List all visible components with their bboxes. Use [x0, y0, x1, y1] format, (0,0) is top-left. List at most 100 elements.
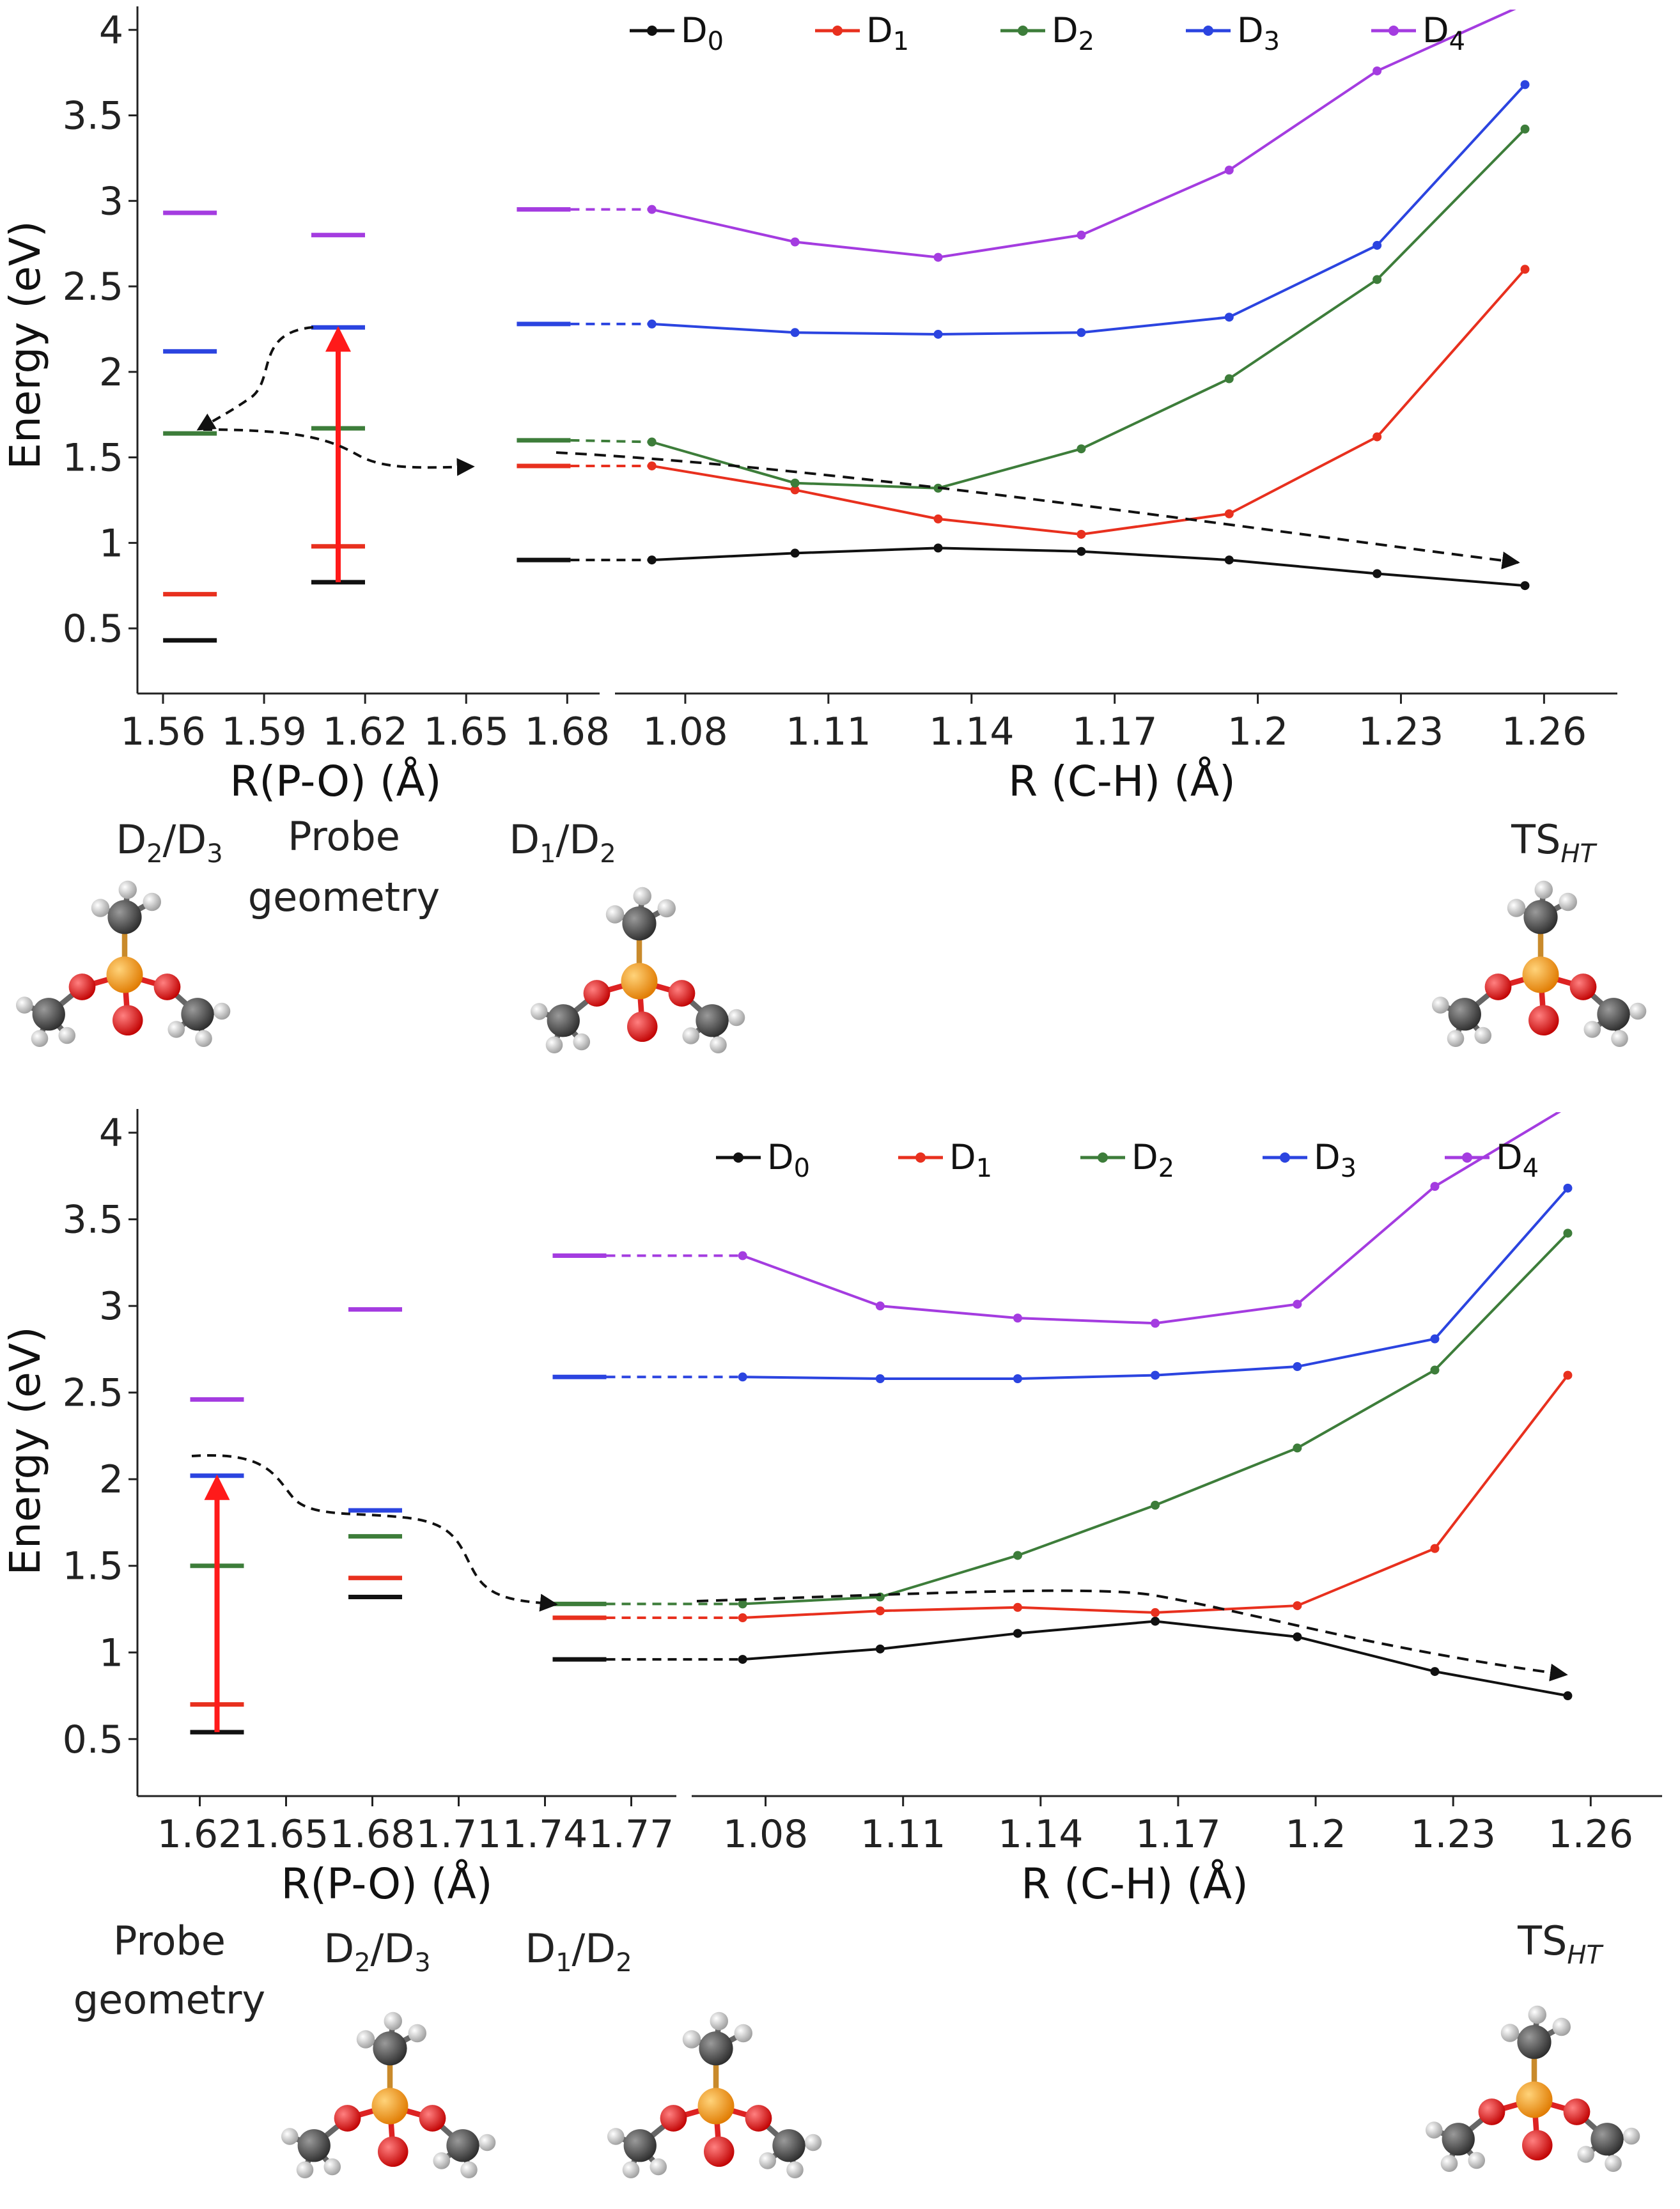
point-d2	[647, 437, 657, 447]
hydrogen-atom	[1629, 1002, 1647, 1020]
point-d3	[1077, 328, 1086, 337]
point-d4	[1430, 1182, 1440, 1191]
legend-marker-d3	[1280, 1152, 1290, 1163]
y-tick-label: 1.5	[63, 1544, 123, 1589]
bottom-y-axis-label: Energy (eV)	[1, 1326, 50, 1575]
hydrogen-atom	[195, 1030, 212, 1048]
hydrogen-atom	[478, 2134, 496, 2151]
legend-marker-d2	[1098, 1152, 1108, 1163]
point-d0	[1151, 1616, 1160, 1626]
point-d0	[1013, 1629, 1022, 1638]
oxygen-atom	[1484, 973, 1512, 1000]
left-x-tick-label: 1.68	[525, 709, 611, 754]
hydrogen-atom	[323, 2158, 341, 2176]
right-x-tick-label: 1.2	[1227, 709, 1288, 754]
molecule-bottom-d1-d2	[607, 2011, 822, 2179]
hydrogen-atom	[1528, 2005, 1546, 2024]
top-chart-axes: 0.5 1 1.5 2 2.5 3 3.5 4 1.56 1.59 1.62 1.65 1.68 1.08…	[63, 6, 1617, 754]
point-d4	[933, 252, 943, 262]
carbon-atom	[696, 1004, 729, 1037]
hydrogen-atom	[1440, 2155, 1458, 2173]
oxygen-atom	[583, 980, 611, 1007]
point-d3	[1224, 313, 1234, 322]
legend-marker-d1	[832, 26, 843, 36]
hydrogen-atom	[804, 2134, 822, 2151]
legend-label-d0: D0	[767, 1137, 810, 1183]
hydrogen-atom	[607, 2128, 625, 2145]
oxygen-atom	[1563, 2098, 1591, 2125]
hydrogen-atom	[143, 892, 161, 911]
left-x-tick-label: 1.56	[120, 709, 206, 754]
point-d1	[1563, 1370, 1573, 1380]
phosphorus-atom	[1522, 956, 1559, 993]
pathway-arrow-reaction	[556, 451, 1520, 570]
hydrogen-atom	[1468, 2151, 1486, 2169]
point-d2	[790, 478, 800, 488]
carbon-atom	[1517, 2025, 1552, 2059]
top-label-probe: Probe	[288, 813, 400, 860]
carbon-atom	[181, 998, 214, 1031]
point-d3	[790, 328, 800, 337]
point-d1	[1373, 432, 1382, 442]
right-x-tick-label: 1.11	[860, 1812, 946, 1857]
hydrogen-atom	[786, 2161, 804, 2179]
hydrogen-atom	[167, 1021, 185, 1038]
oxygen-atom	[378, 2136, 408, 2167]
oxygen-atom	[1478, 2098, 1505, 2125]
bottom-chart-marks	[190, 1112, 1573, 1735]
y-tick-label: 1	[99, 1631, 123, 1675]
series-line-d2	[651, 128, 1526, 490]
y-tick-label: 2.5	[63, 265, 123, 309]
point-d1	[1013, 1602, 1022, 1612]
carbon-atom	[699, 2031, 733, 2066]
point-d2	[1151, 1500, 1160, 1510]
top-right-x-axis-label: R (C-H) (Å)	[1008, 757, 1236, 806]
bottom-chart-legend: D0 D1 D2 D3 D4	[716, 1137, 1539, 1183]
y-tick-label: 1	[99, 521, 123, 566]
left-x-tick-label: 1.65	[423, 709, 509, 754]
point-d2	[1520, 124, 1530, 134]
point-d3	[647, 319, 657, 329]
top-left-x-axis-label: R(P-O) (Å)	[230, 757, 442, 806]
hydrogen-atom	[682, 1027, 700, 1044]
hydrogen-atom	[573, 1033, 591, 1051]
legend-label-d1: D1	[866, 10, 909, 56]
hydrogen-atom	[356, 2030, 375, 2049]
legend-label-d2: D2	[1052, 10, 1094, 56]
point-d3	[738, 1372, 747, 1382]
molecule-top-ts	[1431, 880, 1647, 1048]
left-x-tick-label: 1.62	[157, 1812, 243, 1857]
point-d2	[1373, 275, 1382, 284]
point-d3	[875, 1374, 885, 1383]
oxygen-atom	[704, 2136, 735, 2167]
right-x-tick-label: 1.2	[1285, 1812, 1346, 1857]
legend-label-d4: D4	[1422, 10, 1465, 56]
point-d2	[1293, 1443, 1302, 1453]
point-d4	[1077, 230, 1086, 240]
point-d1	[1151, 1608, 1160, 1617]
point-d2	[1563, 1229, 1573, 1238]
legend-marker-d4	[1462, 1152, 1472, 1163]
point-d2	[738, 1599, 747, 1609]
top-chart-marks	[163, 10, 1530, 643]
phosphorus-atom	[697, 2088, 735, 2125]
oxygen-atom	[419, 2105, 446, 2132]
hydrogen-atom	[633, 887, 651, 906]
bottom-label-d1-d2: D1/D2	[525, 1925, 632, 1978]
hydrogen-atom	[1425, 2121, 1443, 2139]
y-tick-label: 4	[99, 1111, 123, 1156]
left-x-tick-label: 1.77	[589, 1812, 674, 1857]
hydrogen-atom	[657, 899, 676, 918]
series-line-d0	[742, 1620, 1568, 1697]
oxygen-atom	[113, 1005, 143, 1035]
right-x-tick-label: 1.26	[1502, 709, 1587, 754]
hydrogen-atom	[530, 1003, 548, 1020]
right-x-tick-label: 1.26	[1548, 1812, 1633, 1857]
oxygen-atom	[745, 2105, 772, 2132]
pathway-arrow-up	[196, 326, 314, 431]
hydrogen-atom	[1500, 2024, 1520, 2042]
oxygen-atom	[1522, 2130, 1553, 2160]
point-d1	[933, 514, 943, 523]
legend-marker-d4	[1388, 26, 1399, 36]
